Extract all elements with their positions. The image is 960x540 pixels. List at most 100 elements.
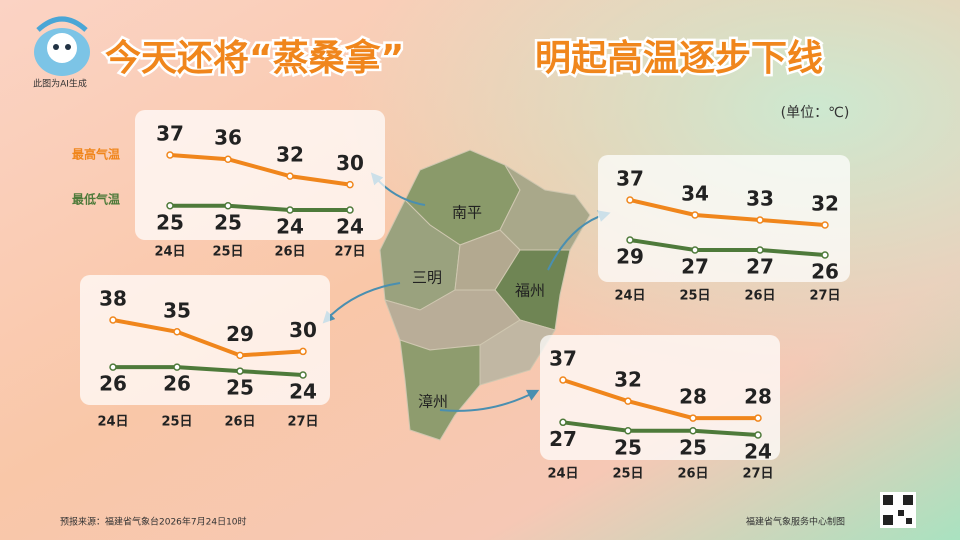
- day-label: 27日: [742, 467, 773, 482]
- city-label: 漳州: [418, 393, 448, 411]
- source: 预报来源：福建省气象台2026年7月24日10时: [60, 516, 247, 528]
- day-label: 27日: [334, 245, 365, 260]
- day-label: 24日: [154, 245, 185, 260]
- credit: 福建省气象服务中心制图: [746, 516, 845, 528]
- temp-point: [166, 151, 174, 159]
- temp-point: [626, 236, 634, 244]
- temp-point: [299, 371, 307, 379]
- temp-point: [689, 427, 697, 435]
- value-label: 36: [214, 126, 242, 150]
- value-label: 27: [746, 255, 774, 279]
- temp-point: [173, 363, 181, 371]
- city-label: 南平: [452, 204, 482, 222]
- temp-point: [689, 414, 697, 422]
- day-label: 25日: [161, 415, 192, 430]
- day-label: 26日: [224, 415, 255, 430]
- charts: 24日 25日 26日 27日 37 36 32 30 25 25 24 24 24日 25日 26日 27日…: [80, 110, 850, 482]
- temp-point: [109, 363, 117, 371]
- day-label: 27日: [809, 289, 840, 304]
- temp-point: [286, 172, 294, 180]
- value-label: 24: [744, 440, 772, 464]
- temp-point: [756, 216, 764, 224]
- day-label: 26日: [677, 467, 708, 482]
- legend-label: 最低气温: [72, 192, 120, 207]
- value-label: 24: [336, 215, 364, 239]
- temp-point: [236, 351, 244, 360]
- value-label: 26: [99, 372, 127, 396]
- value-label: 24: [289, 380, 317, 404]
- title: 明起高温逐步下线: [535, 38, 823, 79]
- day-label: 24日: [547, 467, 578, 482]
- arrow: [439, 389, 540, 412]
- temp-line: [111, 318, 305, 358]
- temp-line: [111, 365, 305, 377]
- map: [379, 149, 591, 441]
- value-label: 25: [156, 210, 184, 234]
- temp-point: [559, 376, 567, 384]
- temp-point: [821, 251, 829, 259]
- value-label: 26: [163, 372, 191, 396]
- temp-point: [286, 206, 294, 214]
- ai-note: 此图为AI生成: [33, 78, 87, 90]
- value-label: 25: [214, 210, 242, 234]
- temp-point: [173, 328, 181, 336]
- temp-point: [224, 202, 232, 210]
- day-label: 25日: [612, 467, 643, 482]
- value-label: 32: [276, 143, 304, 167]
- value-label: 30: [336, 151, 364, 175]
- value-label: 25: [614, 435, 642, 459]
- temp-point: [109, 316, 117, 324]
- city-label: 福州: [515, 282, 545, 300]
- mascot: [34, 16, 90, 76]
- value-label: 25: [679, 435, 707, 459]
- temp-line: [628, 238, 827, 257]
- legend-label: 最高气温: [72, 147, 120, 162]
- value-label: 29: [616, 245, 644, 269]
- value-label: 38: [99, 287, 127, 311]
- value-label: 37: [549, 347, 577, 371]
- value-label: 27: [549, 427, 577, 451]
- arrow: [322, 282, 401, 324]
- value-label: 24: [276, 215, 304, 239]
- value-label: 32: [811, 192, 839, 216]
- day-label: 26日: [744, 289, 775, 304]
- temp-point: [166, 202, 174, 210]
- temp-point: [624, 427, 632, 435]
- value-label: 33: [746, 187, 774, 211]
- value-label: 26: [811, 260, 839, 284]
- temp-point: [346, 206, 354, 214]
- day-label: 25日: [679, 289, 710, 304]
- value-label: 29: [226, 322, 254, 346]
- temp-point: [754, 431, 762, 439]
- day-label: 26日: [274, 245, 305, 260]
- temp-line: [168, 153, 352, 187]
- temp-point: [756, 246, 764, 254]
- value-label: 37: [156, 122, 184, 146]
- day-label: 24日: [614, 289, 645, 304]
- day-label: 25日: [212, 245, 243, 260]
- value-label: 28: [744, 385, 772, 409]
- temp-point: [754, 414, 762, 422]
- temp-point: [559, 418, 567, 427]
- temp-line: [561, 420, 760, 437]
- title: 今天还将“蒸桑拿”: [105, 37, 404, 79]
- temp-line: [628, 198, 827, 227]
- temp-point: [346, 180, 354, 189]
- temp-point: [626, 196, 634, 204]
- value-label: 34: [681, 182, 709, 206]
- temp-point: [691, 211, 699, 219]
- temp-point: [236, 367, 244, 375]
- temp-line: [561, 378, 760, 421]
- temp-point: [624, 397, 632, 405]
- city-label: 三明: [412, 269, 442, 287]
- value-label: 37: [616, 167, 644, 191]
- day-label: 27日: [287, 415, 318, 430]
- qr-code: [880, 492, 916, 528]
- value-label: 27: [681, 255, 709, 279]
- value-label: 35: [163, 298, 191, 322]
- temp-point: [691, 246, 699, 254]
- temp-point: [224, 155, 232, 163]
- value-label: 30: [289, 318, 317, 342]
- temp-point: [821, 221, 829, 229]
